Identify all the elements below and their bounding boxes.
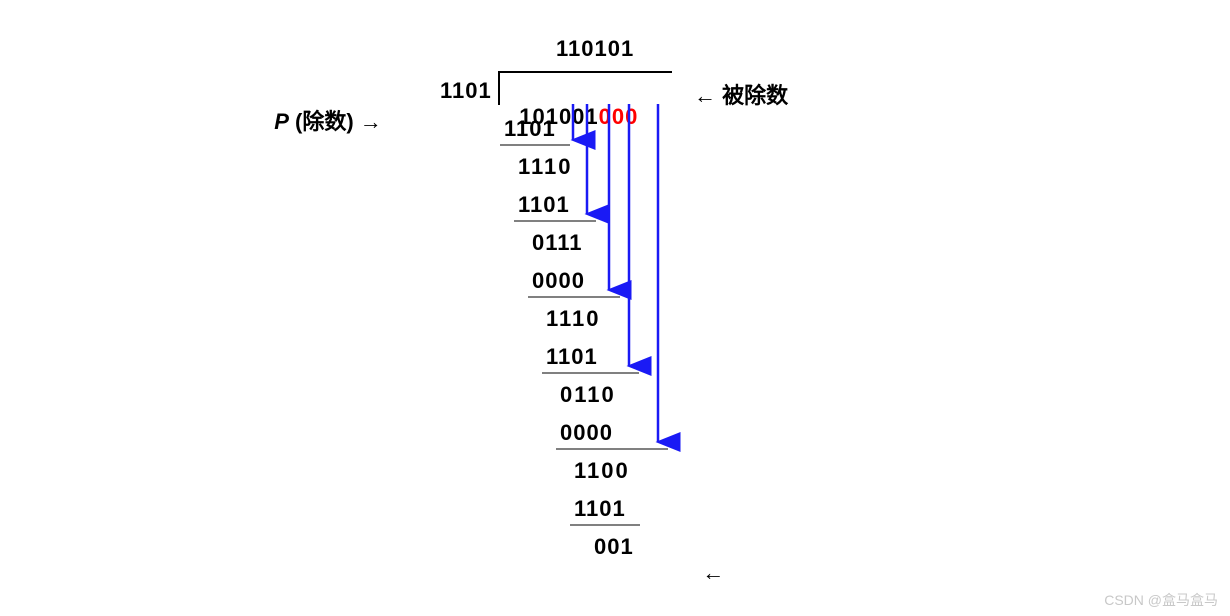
rule-6 [542,372,639,374]
divisor-value: 1101 [440,78,492,104]
bracket-vertical [498,71,500,105]
step-4: 0000 [532,268,585,294]
dividend-label: ← 被除数 [694,78,788,110]
divisor-label: P (除数) → [262,78,382,136]
rule-2 [514,220,596,222]
quotient: 110101 [556,36,634,62]
step-6: 1101 [546,344,598,370]
divisor-suffix: (除数) → [289,109,382,134]
step-7: 0110 [560,382,616,408]
bracket-top [498,71,672,73]
divisor-P: P [274,109,289,134]
rule-8 [556,448,668,450]
rule-0 [500,144,570,146]
step-0: 1101 [504,116,556,142]
step-3: 0111 [532,230,583,256]
remainder-label: ← R (余数)，作为 FCS [690,534,899,616]
step-8: 0000 [560,420,613,446]
rule-10 [570,524,640,526]
step-1: 1110 [518,154,573,180]
step-11-remainder: 001 [594,534,634,560]
step-5: 1110 [546,306,601,332]
step-9: 1100 [574,458,630,484]
step-10: 1101 [574,496,626,522]
watermark: CSDN @盒马盒马 [1104,590,1218,610]
remainder-arrow: ← [702,560,724,585]
dividend-appended: 000 [599,104,639,129]
step-2: 1101 [518,192,570,218]
rule-4 [528,296,620,298]
